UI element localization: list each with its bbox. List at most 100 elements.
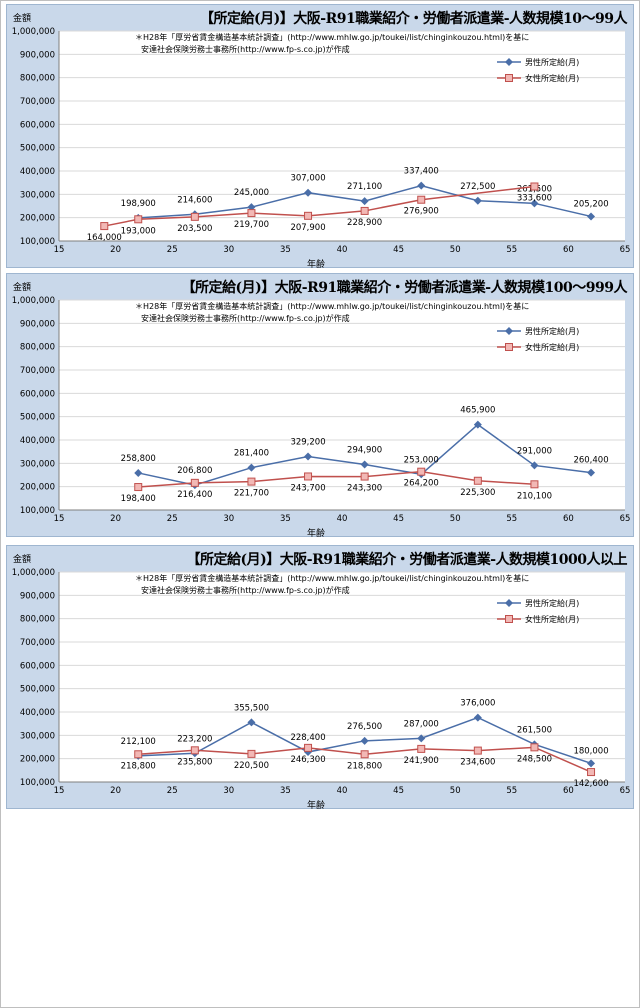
female-data-point: [190, 478, 199, 487]
x-tick-label: 45: [393, 245, 404, 255]
x-tick-label: 30: [223, 245, 234, 255]
x-tick-label: 45: [393, 786, 404, 796]
y-tick-label: 500,000: [20, 413, 55, 423]
legend: 男性所定給(月) 女性所定給(月): [497, 55, 579, 87]
y-tick-label: 1,000,000: [12, 296, 55, 306]
male-data-label: 465,900: [460, 406, 495, 416]
female-data-point: [247, 749, 256, 758]
male-data-point: [587, 759, 596, 768]
legend-male-label: 男性所定給(月): [525, 599, 580, 608]
male-data-label: 272,500: [460, 182, 495, 192]
x-tick-label: 40: [337, 245, 348, 255]
female-data-point: [530, 480, 539, 489]
y-tick-label: 500,000: [20, 144, 55, 154]
y-tick-label: 800,000: [20, 343, 55, 353]
female-data-point: [134, 483, 143, 492]
source-note: ＊H28年「厚労省賃金構造基本統計調査」(http://www.mhlw.go.…: [135, 301, 529, 325]
male-data-point: [360, 736, 369, 745]
female-data-label: 248,500: [517, 754, 552, 764]
female-data-point: [473, 476, 482, 485]
y-tick-label: 300,000: [20, 190, 55, 200]
female-series-marker-icon: [497, 343, 521, 351]
chart-title: 【所定給(月)】大阪-R91職業紹介・労働者派遣業-人数規模10～99人: [200, 11, 627, 27]
male-data-point: [247, 463, 256, 472]
female-data-label: 207,900: [290, 223, 325, 233]
female-data-label: 203,500: [177, 224, 212, 234]
female-data-point: [417, 744, 426, 753]
female-data-point: [190, 746, 199, 755]
y-tick-label: 300,000: [20, 731, 55, 741]
y-tick-label: 500,000: [20, 685, 55, 695]
legend-item-female: 女性所定給(月): [497, 612, 579, 628]
female-data-point: [247, 477, 256, 486]
female-data-label: 264,200: [404, 479, 439, 489]
male-data-label: 287,000: [404, 719, 439, 729]
female-data-label: 198,400: [121, 494, 156, 504]
x-tick-label: 25: [167, 514, 178, 524]
y-tick-label: 600,000: [20, 661, 55, 671]
female-data-point: [247, 209, 256, 218]
x-tick-label: 65: [620, 786, 631, 796]
male-series-marker-icon: [497, 58, 521, 66]
y-tick-label: 800,000: [20, 615, 55, 625]
male-data-point: [587, 468, 596, 477]
y-tick-label: 900,000: [20, 319, 55, 329]
x-tick-label: 30: [223, 786, 234, 796]
y-tick-label: 700,000: [20, 97, 55, 107]
y-tick-label: 900,000: [20, 591, 55, 601]
x-tick-label: 60: [563, 514, 574, 524]
female-data-point: [304, 743, 313, 752]
chart-panel-100-999: 100,000 200,000 300,000 400,000 500,000 600,0…: [6, 273, 634, 539]
female-data-point: [417, 195, 426, 204]
plot-area: [59, 31, 625, 241]
male-data-label: 294,900: [347, 446, 382, 456]
x-axis-label: 年齢: [307, 801, 326, 811]
chart-svg: 100,000 200,000 300,000 400,000 500,000 600,0…: [12, 568, 631, 796]
source-note-line-1: ＊H28年「厚労省賃金構造基本統計調査」(http://www.mhlw.go.…: [135, 33, 530, 42]
male-data-point: [473, 420, 482, 429]
female-data-point: [190, 212, 199, 221]
x-tick-label: 50: [450, 514, 461, 524]
male-data-point: [360, 460, 369, 469]
legend: 男性所定給(月) 女性所定給(月): [497, 596, 579, 628]
female-data-label: 164,000: [87, 233, 122, 243]
female-data-label: 235,800: [177, 757, 212, 767]
chart-title: 【所定給(月)】大阪-R91職業紹介・労働者派遣業-人数規模1000人以上: [186, 552, 628, 568]
x-tick-label: 15: [54, 786, 65, 796]
y-tick-label: 1,000,000: [12, 568, 55, 578]
source-note: ＊H28年「厚労省賃金構造基本統計調査」(http://www.mhlw.go.…: [135, 573, 529, 597]
x-tick-label: 35: [280, 514, 291, 524]
male-data-label: 245,000: [234, 188, 269, 198]
female-data-point: [304, 211, 313, 220]
y-tick-label: 100,000: [20, 778, 55, 788]
legend-item-female: 女性所定給(月): [497, 340, 579, 356]
female-data-label: 219,700: [234, 220, 269, 230]
male-data-label: 198,900: [121, 199, 156, 209]
male-data-label: 376,000: [460, 699, 495, 709]
female-data-label: 220,500: [234, 761, 269, 771]
legend: 男性所定給(月) 女性所定給(月): [497, 324, 579, 356]
source-note: ＊H28年「厚労省賃金構造基本統計調査」(http://www.mhlw.go.…: [135, 32, 529, 56]
x-tick-label: 55: [506, 245, 517, 255]
male-series-marker-icon: [497, 599, 521, 607]
source-note-line-1: ＊H28年「厚労省賃金構造基本統計調査」(http://www.mhlw.go.…: [135, 574, 530, 583]
x-tick-label: 20: [110, 514, 121, 524]
y-unit-label: 金額: [13, 283, 32, 293]
y-tick-label: 800,000: [20, 74, 55, 84]
x-tick-label: 60: [563, 245, 574, 255]
x-axis-label: 年齢: [307, 529, 326, 539]
legend-female-label: 女性所定給(月): [525, 343, 580, 352]
x-tick-label: 65: [620, 514, 631, 524]
x-tick-label: 25: [167, 786, 178, 796]
female-data-label: 218,800: [347, 761, 382, 771]
male-data-label: 205,200: [573, 199, 608, 209]
x-tick-label: 50: [450, 786, 461, 796]
legend-item-male: 男性所定給(月): [497, 324, 579, 340]
female-data-label: 193,000: [121, 226, 156, 236]
y-tick-label: 900,000: [20, 50, 55, 60]
y-tick-label: 700,000: [20, 638, 55, 648]
female-series-line: [138, 470, 535, 488]
y-tick-label: 300,000: [20, 459, 55, 469]
legend-male-label: 男性所定給(月): [525, 58, 580, 67]
male-data-point: [530, 199, 539, 208]
